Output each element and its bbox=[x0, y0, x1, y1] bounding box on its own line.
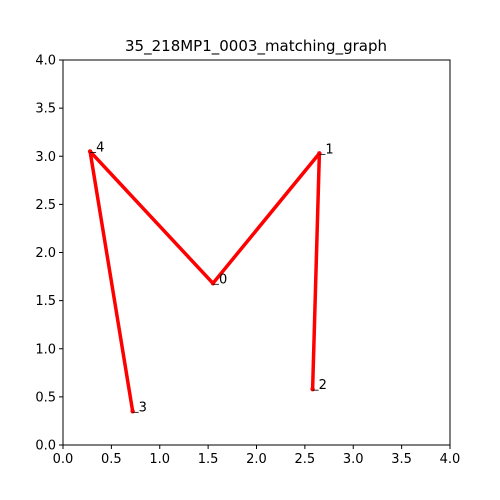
x-axis: 0.0 0.5 1.0 1.5 2.0 2.5 3.0 3.5 4.0 bbox=[53, 445, 461, 467]
node-3 bbox=[130, 409, 135, 414]
node-2 bbox=[310, 386, 315, 392]
y-tick-label: 0.5 bbox=[35, 390, 56, 405]
y-tick-label: 1.5 bbox=[35, 294, 56, 309]
node-label-1: 1 bbox=[325, 142, 333, 157]
node-label-3: 3 bbox=[139, 400, 147, 415]
node-label-2: 2 bbox=[319, 378, 327, 393]
nodes-layer: 0 1 2 3 4 bbox=[87, 140, 334, 415]
y-tick-label: 2.0 bbox=[35, 246, 56, 261]
edge-3-4 bbox=[88, 149, 135, 414]
edge-1-2 bbox=[310, 151, 322, 391]
x-tick-label: 3.0 bbox=[343, 452, 364, 467]
edges-layer bbox=[88, 149, 322, 414]
y-tick-label: 0.0 bbox=[35, 439, 56, 454]
chart-title: 35_218MP1_0003_matching_graph bbox=[125, 37, 387, 56]
x-tick-label: 1.5 bbox=[198, 452, 219, 467]
x-tick-label: 4.0 bbox=[440, 452, 461, 467]
x-tick-label: 0.5 bbox=[101, 452, 122, 467]
node-label-0: 0 bbox=[219, 272, 227, 287]
edge-0-1 bbox=[211, 151, 322, 286]
node-4 bbox=[87, 149, 93, 154]
node-1 bbox=[317, 151, 322, 156]
x-tick-label: 0.0 bbox=[53, 452, 74, 467]
y-tick-label: 3.5 bbox=[35, 102, 56, 117]
y-tick-label: 2.5 bbox=[35, 198, 56, 213]
edge-0-4 bbox=[88, 149, 215, 286]
node-0 bbox=[210, 281, 216, 286]
y-tick-label: 1.0 bbox=[35, 342, 56, 357]
x-tick-label: 2.0 bbox=[246, 452, 267, 467]
x-tick-label: 3.5 bbox=[391, 452, 412, 467]
node-label-4: 4 bbox=[96, 140, 104, 155]
y-tick-label: 4.0 bbox=[35, 54, 56, 69]
y-tick-label: 3.0 bbox=[35, 150, 56, 165]
y-axis: 0.0 0.5 1.0 1.5 2.0 2.5 3.0 3.5 4.0 bbox=[35, 54, 63, 454]
x-tick-label: 1.0 bbox=[149, 452, 170, 467]
x-tick-label: 2.5 bbox=[295, 452, 316, 467]
